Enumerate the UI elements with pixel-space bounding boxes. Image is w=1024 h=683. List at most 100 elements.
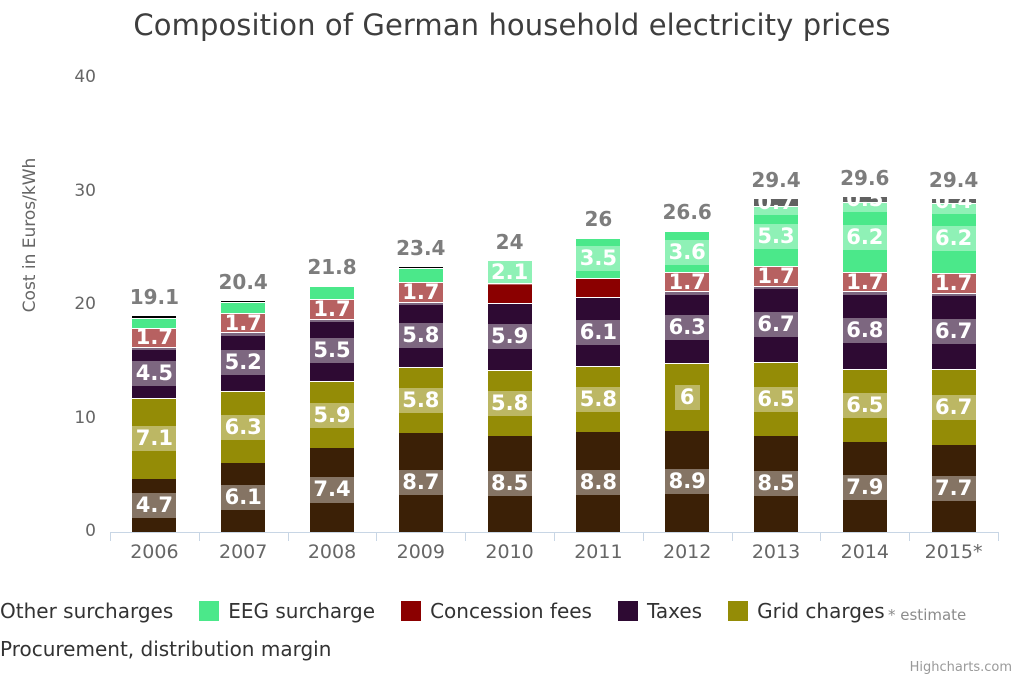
bar-segment-grid-charges[interactable]: 5.8 xyxy=(574,366,622,433)
segment-value-label: 4.7 xyxy=(130,492,178,518)
bar-segment-taxes[interactable]: 5.9 xyxy=(486,302,534,370)
bar-segment-procurement-distribution-margin[interactable]: 4.7 xyxy=(130,478,178,532)
x-axis-label-2008[interactable]: 2008 xyxy=(307,541,357,563)
bar-segment-other-surcharges[interactable] xyxy=(310,284,354,286)
bar-segment-other-surcharges[interactable]: 0.7 xyxy=(752,190,800,216)
x-axis-label-2010[interactable]: 2010 xyxy=(485,541,534,563)
bar-segment-eeg-surcharge[interactable]: 2.1 xyxy=(486,259,534,285)
bar-segment-concession-fees[interactable]: 1.7 xyxy=(752,264,800,290)
legend-item-taxes[interactable]: Taxes xyxy=(617,598,702,624)
bar-segment-eeg-surcharge[interactable]: 6.2 xyxy=(841,201,889,273)
bar-segment-eeg-surcharge[interactable] xyxy=(310,285,354,300)
segment-value-label: 8.8 xyxy=(574,469,622,495)
bar-segment-concession-fees[interactable]: 1.7 xyxy=(130,325,178,351)
bar-segment-taxes[interactable]: 6.3 xyxy=(663,291,711,363)
segment-value-label: 0.4 xyxy=(930,188,978,214)
x-axis-label-2011[interactable]: 2011 xyxy=(574,541,623,563)
segment-value-label: 7.1 xyxy=(130,426,178,452)
legend-item-procurement-distribution-margin[interactable]: Procurement, distribution margin xyxy=(0,636,331,662)
legend-item-eeg-surcharge[interactable]: EEG surcharge xyxy=(199,598,375,624)
segment-value-label: 4.5 xyxy=(130,360,178,386)
bar-segment-other-surcharges[interactable] xyxy=(398,266,443,268)
bar-segment-grid-charges[interactable]: 6.7 xyxy=(930,368,978,445)
bar-segment-eeg-surcharge[interactable]: 6.2 xyxy=(930,202,978,274)
bar-segment-grid-charges[interactable]: 5.9 xyxy=(308,381,356,449)
x-axis-label-2009[interactable]: 2009 xyxy=(396,541,445,563)
segment-value-label: 1.7 xyxy=(752,264,800,290)
bar-segment-concession-fees[interactable]: 1.7 xyxy=(397,279,445,305)
bar-segment-procurement-distribution-margin[interactable]: 7.9 xyxy=(841,442,889,532)
bar-segment-procurement-distribution-margin[interactable]: 8.5 xyxy=(486,435,534,532)
bar-segment-concession-fees[interactable]: 1.7 xyxy=(308,296,356,323)
bar-segment-other-surcharges[interactable] xyxy=(665,230,710,232)
bar-segment-concession-fees[interactable]: 1.7 xyxy=(219,310,267,336)
bar-total-label: 21.8 xyxy=(307,254,357,279)
x-axis-label-2015[interactable]: 2015* xyxy=(924,541,983,563)
legend-item-other-surcharges[interactable]: Other surcharges xyxy=(0,598,173,624)
segment-value-label: 5.8 xyxy=(397,322,445,348)
bar-segment-procurement-distribution-margin[interactable]: 6.1 xyxy=(219,462,267,532)
bar-total-label: 29.4 xyxy=(928,168,979,193)
bar-segment-other-surcharges[interactable] xyxy=(221,300,266,302)
bar-segment-taxes[interactable]: 6.8 xyxy=(841,291,889,369)
bar-segment-taxes[interactable]: 5.8 xyxy=(397,301,445,368)
bar-segment-other-surcharges[interactable] xyxy=(132,315,177,318)
y-axis-tick-20: 20 xyxy=(74,294,96,314)
bar-segment-procurement-distribution-margin[interactable]: 8.8 xyxy=(574,432,622,532)
bar-segment-grid-charges[interactable]: 6 xyxy=(665,362,710,431)
bar-segment-taxes[interactable]: 5.2 xyxy=(219,332,267,392)
bar-total-label: 29.6 xyxy=(840,166,890,191)
bar-segment-grid-charges[interactable]: 5.8 xyxy=(486,369,534,436)
bar-segment-other-surcharges[interactable]: 0.4 xyxy=(930,188,978,214)
legend-swatch-icon xyxy=(199,601,220,621)
bars-layer: 4.7 7.1 4.5 1.7 19.1 6.1 6.3 5.2 1.7 20.4 7.4 5.9 5.… xyxy=(110,78,998,532)
chart-legend: Other surcharges EEG surcharge Concession … xyxy=(0,598,1024,668)
bar-segment-eeg-surcharge[interactable] xyxy=(221,301,266,313)
x-axis-label-2012[interactable]: 2012 xyxy=(663,541,712,563)
x-axis-label-2013[interactable]: 2013 xyxy=(751,541,801,563)
legend-item-concession-fees[interactable]: Concession fees xyxy=(401,598,592,624)
bar-total-label: 26 xyxy=(584,206,613,231)
bar-segment-grid-charges[interactable]: 5.8 xyxy=(397,367,445,434)
bar-segment-eeg-surcharge[interactable] xyxy=(398,267,443,283)
bar-segment-eeg-surcharge[interactable]: 3.6 xyxy=(663,231,711,273)
bar-segment-grid-charges[interactable]: 6.3 xyxy=(219,391,267,463)
bar-segment-eeg-surcharge[interactable]: 3.5 xyxy=(574,238,622,278)
bar-segment-eeg-surcharge[interactable]: 5.3 xyxy=(752,206,800,267)
segment-value-label: 7.7 xyxy=(930,475,978,501)
bar-segment-taxes[interactable]: 6.7 xyxy=(930,292,978,369)
bar-segment-procurement-distribution-margin[interactable]: 8.9 xyxy=(663,431,711,532)
bar-segment-concession-fees[interactable]: 1.7 xyxy=(930,270,978,296)
bar-segment-other-surcharges[interactable] xyxy=(576,236,621,239)
bar-segment-concession-fees[interactable] xyxy=(576,277,621,298)
segment-value-label: 3.6 xyxy=(663,239,711,265)
segment-value-label: 6.3 xyxy=(663,315,711,341)
x-axis-label-2014[interactable]: 2014 xyxy=(840,541,889,563)
x-axis-tick xyxy=(731,532,733,541)
bar-segment-procurement-distribution-margin[interactable]: 7.4 xyxy=(308,448,356,532)
bar-segment-concession-fees[interactable]: 1.7 xyxy=(841,269,889,295)
x-axis-label-2007[interactable]: 2007 xyxy=(219,541,268,563)
bar-segment-other-surcharges[interactable]: 0.5 xyxy=(841,186,889,212)
bar-segment-grid-charges[interactable]: 6.5 xyxy=(752,361,800,436)
x-axis-label-2006[interactable]: 2006 xyxy=(130,541,179,563)
bar-segment-concession-fees[interactable]: 1.7 xyxy=(663,269,711,295)
bar-segment-taxes[interactable]: 4.5 xyxy=(130,347,178,399)
estimate-footnote: * estimate xyxy=(888,606,967,624)
segment-value-label: 6.5 xyxy=(841,393,889,419)
bar-segment-procurement-distribution-margin[interactable]: 8.7 xyxy=(397,433,445,532)
bar-segment-procurement-distribution-margin[interactable]: 8.5 xyxy=(752,435,800,532)
segment-value-label: 6.5 xyxy=(752,386,800,412)
bar-segment-taxes[interactable]: 6.7 xyxy=(752,285,800,362)
bar-segment-taxes[interactable]: 6.1 xyxy=(574,297,622,367)
bar-segment-grid-charges[interactable]: 7.1 xyxy=(130,398,178,479)
bar-segment-procurement-distribution-margin[interactable]: 7.7 xyxy=(930,444,978,532)
bar-segment-taxes[interactable]: 5.5 xyxy=(308,318,356,382)
segment-value-label: 1.7 xyxy=(397,279,445,305)
bar-segment-concession-fees[interactable] xyxy=(487,283,532,303)
legend-item-grid-charges[interactable]: Grid charges xyxy=(728,598,885,624)
segment-value-label: 8.7 xyxy=(397,470,445,496)
bar-segment-eeg-surcharge[interactable] xyxy=(132,317,177,328)
bar-segment-grid-charges[interactable]: 6.5 xyxy=(841,368,889,443)
